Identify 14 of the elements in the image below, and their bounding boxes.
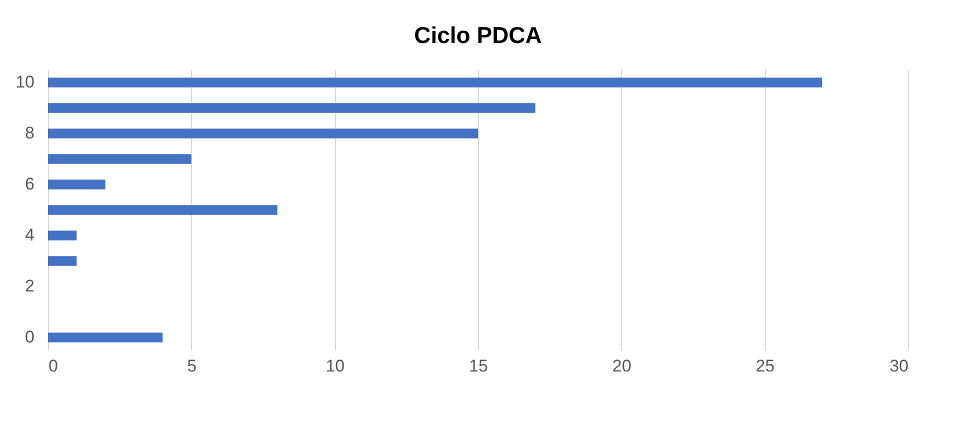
- x-tick-label: 15: [469, 356, 488, 376]
- x-tick-label: 10: [326, 356, 345, 376]
- x-tick-label: 20: [612, 356, 632, 376]
- x-tick-label: 5: [187, 356, 197, 376]
- x-tick-label: 30: [890, 356, 908, 376]
- y-tick-label: 4: [25, 226, 34, 244]
- x-tick-label: 0: [48, 356, 58, 376]
- x-tick-label: 25: [756, 356, 775, 376]
- y-tick-label: 0: [25, 328, 34, 347]
- chart-title: Ciclo PDCA: [414, 22, 542, 48]
- y-tick-label: 8: [25, 123, 34, 142]
- y-tick-label: 2: [25, 276, 34, 296]
- y-tick-label: 10: [16, 72, 34, 92]
- y-tick-label: 6: [25, 174, 34, 194]
